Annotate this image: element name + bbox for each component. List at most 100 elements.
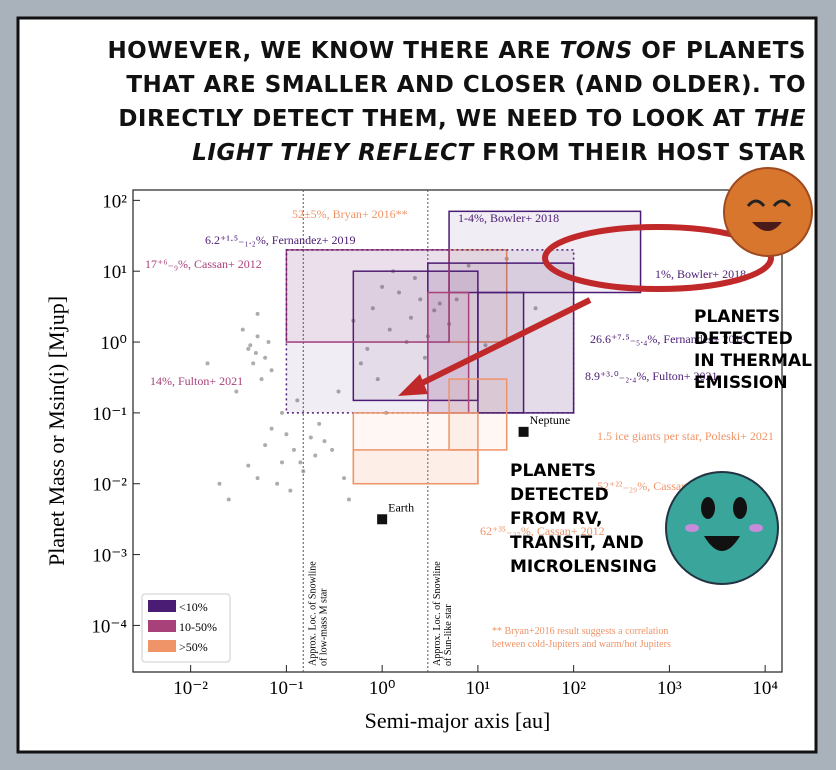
- data-point: [308, 435, 313, 440]
- data-point: [246, 346, 251, 351]
- arrow-head: [398, 374, 428, 396]
- rv-callout: TRANSIT, AND: [510, 533, 644, 553]
- planet-face: [665, 471, 779, 585]
- x-axis-label: Semi-major axis [au]: [365, 708, 551, 733]
- data-point: [454, 297, 459, 302]
- x-tick-label: 10⁻¹: [269, 678, 304, 699]
- y-axis-label: Planet Mass or Msin(i) [Mjup]: [44, 296, 69, 566]
- thermal-callout: EMISSION: [694, 373, 788, 393]
- plot: 10⁻² 10⁻¹ 10⁰ 10¹ 10² 10³ 10⁴ 10⁻⁴ 10⁻³ 10⁻² 10⁻¹ 1…: [44, 190, 778, 733]
- data-point: [240, 327, 245, 332]
- special-point-label: Earth: [388, 500, 414, 514]
- data-point: [269, 426, 274, 431]
- region-label: 1.5 ice giants per star, Poleski+ 2021: [597, 429, 774, 443]
- footnote: ** Bryan+2016 result suggests a correlat…: [492, 626, 668, 637]
- x-tick-label: 10⁻²: [173, 678, 208, 699]
- data-point: [253, 351, 258, 356]
- thermal-callout: DETECTED: [694, 329, 793, 349]
- thermal-callout: PLANETS: [694, 307, 780, 327]
- legend-swatch: [148, 620, 176, 632]
- data-point: [432, 308, 437, 313]
- data-point: [408, 315, 413, 320]
- caption: HOWEVER, WE KNOW THERE ARE TONS OF PLANE…: [107, 38, 806, 166]
- data-point: [275, 481, 280, 486]
- data-point: [322, 439, 327, 444]
- data-point: [533, 306, 538, 311]
- snowline-label: of low-mass M star: [318, 588, 329, 666]
- data-point: [248, 343, 253, 348]
- rv-callout: MICROLENSING: [510, 557, 657, 577]
- legend-label: 10-50%: [179, 620, 217, 634]
- data-point: [246, 463, 251, 468]
- data-point: [330, 447, 335, 452]
- region-label: 6.2⁺¹·⁵₋₁.₂%, Fernandez+ 2019: [205, 233, 356, 247]
- data-point: [336, 389, 341, 394]
- region-label: 1-4%, Bowler+ 2018: [458, 211, 559, 225]
- y-tick-label: 10⁰: [100, 333, 127, 354]
- rv-callout: PLANETS: [510, 461, 596, 481]
- data-point: [342, 476, 347, 481]
- region-label: 62⁺³⁵₋₃₇%, Cassan+ 2012: [480, 524, 605, 538]
- data-point: [284, 432, 289, 437]
- data-point: [266, 340, 271, 345]
- data-point: [422, 355, 427, 360]
- highlight-ellipse: [542, 224, 774, 292]
- region-label: 17⁺⁶₋₉%, Cassan+ 2012: [145, 257, 262, 271]
- data-point: [263, 443, 268, 448]
- arrow-shaft: [410, 297, 592, 391]
- x-tick-label: 10¹: [466, 678, 491, 699]
- data-point: [387, 327, 392, 332]
- data-point: [483, 343, 488, 348]
- data-point: [370, 306, 375, 311]
- caption-segment: DIRECTLY DETECT THEM, WE NEED TO LOOK AT: [118, 106, 754, 132]
- data-point: [263, 355, 268, 360]
- x-tick-label: 10³: [657, 678, 682, 699]
- data-point: [317, 421, 322, 426]
- data-point: [346, 497, 351, 502]
- y-tick-label: 10²: [102, 191, 127, 212]
- data-point: [217, 481, 222, 486]
- legend-swatch: [148, 600, 176, 612]
- caption-segment: TONS: [560, 38, 633, 64]
- data-point: [280, 410, 285, 415]
- data-point: [380, 284, 385, 289]
- x-tick-label: 10⁴: [752, 678, 778, 699]
- data-point: [226, 497, 231, 502]
- special-point-label: Neptune: [530, 413, 571, 427]
- legend-swatch: [148, 640, 176, 652]
- caption-line: DIRECTLY DETECT THEM, WE NEED TO LOOK AT…: [118, 106, 806, 132]
- data-point: [255, 476, 260, 481]
- data-point: [234, 389, 239, 394]
- data-point: [358, 361, 363, 366]
- caption-segment: LIGHT THEY REFLECT: [192, 140, 475, 166]
- caption-line: LIGHT THEY REFLECT FROM THEIR HOST STAR: [192, 140, 806, 166]
- legend-label: <10%: [179, 600, 208, 614]
- region-label: 1%, Bowler+ 2018: [655, 267, 746, 281]
- legend-label: >50%: [179, 640, 208, 654]
- special-point: [377, 514, 388, 525]
- x-tick-label: 10²: [561, 678, 586, 699]
- data-point: [418, 297, 423, 302]
- region: [352, 449, 479, 485]
- snowline-label: Approx. Loc. of Snowline: [432, 561, 443, 666]
- region: [285, 249, 450, 343]
- data-point: [255, 311, 260, 316]
- caption-segment: HOWEVER, WE KNOW THERE ARE: [107, 38, 559, 64]
- caption-line: THAT ARE SMALLER AND CLOSER (AND OLDER).…: [126, 72, 806, 98]
- data-point: [280, 460, 285, 465]
- snowline-label: Approx. Loc. of Snowline: [307, 561, 318, 666]
- data-point: [397, 290, 402, 295]
- region-label: 8.9⁺³·⁰₋₂.₄%, Fulton+ 2021: [585, 369, 718, 383]
- y-tick-label: 10⁻²: [92, 475, 127, 496]
- data-point: [288, 488, 293, 493]
- caption-segment: OF PLANETS: [633, 38, 806, 64]
- data-point: [313, 453, 318, 458]
- data-point: [205, 361, 210, 366]
- data-point: [291, 447, 296, 452]
- special-point: [518, 426, 529, 437]
- data-point: [298, 460, 303, 465]
- region-label: 52±5%, Bryan+ 2016**: [292, 207, 408, 221]
- data-point: [251, 361, 256, 366]
